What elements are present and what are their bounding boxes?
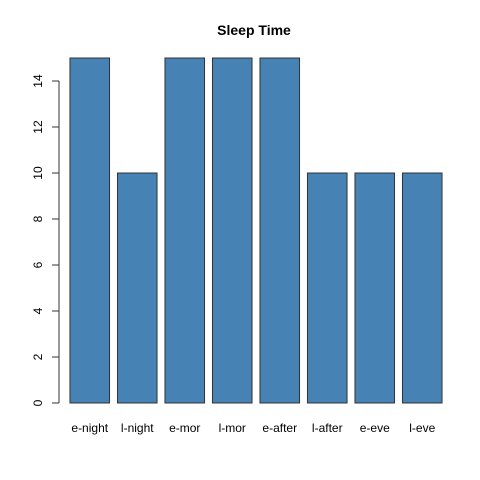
bar-l-eve — [402, 173, 442, 403]
x-tick-label: l-eve — [409, 421, 435, 435]
bar-l-after — [307, 173, 347, 403]
bar-e-after — [260, 58, 300, 403]
y-tick-label: 4 — [31, 307, 45, 314]
y-axis: 0 2 4 6 8 10 12 14 — [31, 74, 59, 406]
x-tick-label: l-after — [312, 421, 343, 435]
y-tick-label: 10 — [31, 166, 45, 180]
y-tick-label: 6 — [31, 261, 45, 268]
y-tick-label: 2 — [31, 353, 45, 360]
bar-l-mor — [212, 58, 252, 403]
bar-e-eve — [355, 173, 395, 403]
y-tick-label: 14 — [31, 74, 45, 88]
x-tick-label: e-mor — [169, 421, 200, 435]
x-tick-label: e-night — [71, 421, 108, 435]
x-tick-label: e-eve — [360, 421, 390, 435]
chart-title: Sleep Time — [217, 22, 291, 38]
y-tick-label: 12 — [31, 120, 45, 134]
bar-l-night — [117, 173, 157, 403]
bars-group — [70, 58, 442, 403]
x-axis-labels: e-night l-night e-mor l-mor e-after l-after e-… — [71, 421, 435, 435]
y-tick-label: 8 — [31, 215, 45, 222]
bar-e-mor — [165, 58, 205, 403]
y-tick-label: 0 — [31, 399, 45, 406]
bar-e-night — [70, 58, 110, 403]
x-tick-label: l-mor — [219, 421, 246, 435]
x-tick-label: l-night — [121, 421, 154, 435]
x-tick-label: e-after — [262, 421, 297, 435]
